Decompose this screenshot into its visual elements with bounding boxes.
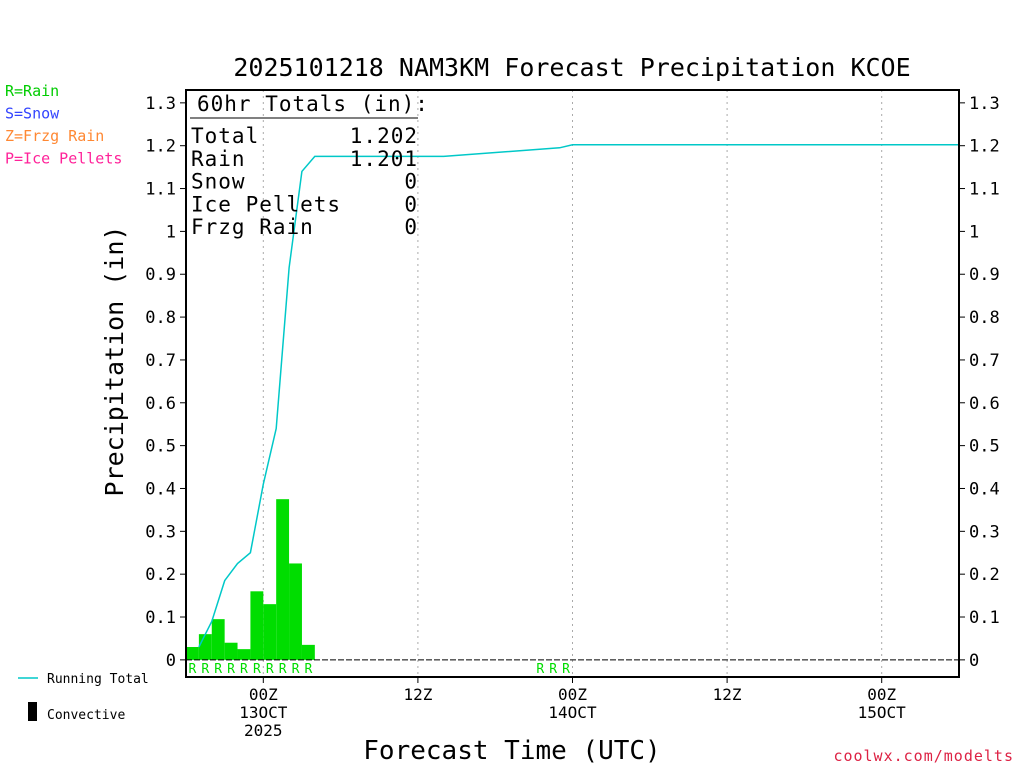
x-tick-label: 00Z: [558, 685, 587, 704]
y-ticks: 0 00.1 0.10.2 0.20.3 0.30.4 0.40.5 0.50.6 0.60.…: [145, 94, 999, 671]
ptype-marker: R: [201, 662, 209, 677]
y-tick-label-left: 0.3: [145, 522, 176, 542]
y-tick-label-left: 0.9: [145, 265, 176, 285]
precip-bar: [250, 591, 264, 660]
y-tick-label-right: 1.3: [969, 94, 1000, 114]
running-total-line: [198, 144, 959, 648]
precip-bar: [276, 499, 290, 660]
series-legend: Running Total Convective: [18, 672, 149, 723]
x-tick-label: 13OCT: [239, 703, 288, 722]
running-total-series: [198, 144, 959, 648]
x-tick-label: 15OCT: [858, 703, 907, 722]
totals-label: Frzg Rain: [191, 215, 314, 239]
totals-value: 0: [404, 170, 418, 194]
y-tick-label-right: 0: [969, 651, 979, 671]
y-tick-label-right: 0.6: [969, 394, 1000, 414]
ptype-marker: R: [304, 662, 312, 677]
legend-label: Convective: [47, 708, 125, 723]
y-tick-label-right: 0.1: [969, 608, 1000, 628]
y-tick-label-right: 0.7: [969, 351, 1000, 371]
y-tick-label-right: 1.2: [969, 137, 1000, 157]
y-tick-label-left: 0.6: [145, 394, 176, 414]
x-tick-label: 12Z: [403, 685, 432, 704]
y-tick-label-left: 0.2: [145, 565, 176, 585]
y-tick-label-right: 0.2: [969, 565, 1000, 585]
precip-bar: [211, 619, 225, 660]
totals-label: Total: [191, 124, 259, 148]
y-tick-label-left: 0.8: [145, 308, 176, 328]
ptype-marker: R: [240, 662, 248, 677]
ptype-marker: R: [266, 662, 274, 677]
grid-lines: [262, 90, 883, 677]
precip-bar: [289, 563, 302, 660]
ptype-marker: R: [214, 662, 222, 677]
legend-label: Running Total: [47, 672, 149, 687]
ptype-legend-item: S=Snow: [5, 105, 60, 123]
precip-bar: [301, 644, 315, 660]
y-tick-label-left: 1.2: [145, 137, 176, 157]
y-tick-label-left: 0.1: [145, 608, 176, 628]
ptype-legend: R=Rain S=Snow Z=Frzg Rain P=Ice Pellets: [5, 82, 122, 168]
ptype-marker: R: [292, 662, 300, 677]
totals-header: 60hr Totals (in):: [197, 92, 429, 116]
ptype-legend-item: R=Rain: [5, 82, 59, 100]
totals-label: Ice Pellets: [191, 192, 341, 216]
y-tick-label-left: 1.3: [145, 94, 176, 114]
totals-value: 0: [404, 192, 418, 216]
ptype-marker: R: [253, 662, 261, 677]
y-tick-label-left: 0.4: [145, 479, 176, 499]
totals-value: 1.201: [350, 147, 418, 171]
legend-swatch-box: [28, 702, 37, 721]
ptype-legend-item: Z=Frzg Rain: [5, 127, 104, 145]
credit-text: coolwx.com/modelts: [833, 747, 1014, 765]
x-tick-label: 00Z: [867, 685, 896, 704]
y-tick-label-right: 0.4: [969, 479, 1000, 499]
y-tick-label-left: 1: [166, 222, 176, 242]
precip-bar: [263, 604, 277, 660]
precip-bar: [198, 634, 212, 660]
x-axis-label: Forecast Time (UTC): [363, 736, 660, 766]
y-tick-label-right: 0.5: [969, 437, 1000, 457]
precip-bar: [224, 642, 238, 660]
ptype-marker: R: [227, 662, 235, 677]
precip-bars: [186, 499, 315, 660]
y-tick-label-right: 1: [969, 222, 979, 242]
totals-value: 0: [404, 215, 418, 239]
y-tick-label-right: 1.1: [969, 180, 1000, 200]
y-tick-label-left: 0.5: [145, 437, 176, 457]
ptype-marker: R: [189, 662, 197, 677]
totals-label: Snow: [191, 170, 246, 194]
precip-bar: [186, 647, 199, 660]
totals-label: Rain: [191, 147, 246, 171]
y-tick-label-left: 0.7: [145, 351, 176, 371]
y-axis-label: Precipitation (in): [100, 226, 129, 497]
ptype-legend-item: P=Ice Pellets: [5, 150, 122, 168]
totals-value: 1.202: [350, 124, 418, 148]
x-tick-label: 2025: [244, 721, 283, 740]
precip-bar: [237, 649, 251, 660]
y-tick-label-left: 1.1: [145, 180, 176, 200]
ptype-marker: R: [536, 662, 544, 677]
y-tick-label-right: 0.9: [969, 265, 1000, 285]
ptype-marker: R: [549, 662, 557, 677]
chart-title: 2025101218 NAM3KM Forecast Precipitation…: [233, 53, 910, 82]
y-tick-label-right: 0.3: [969, 522, 1000, 542]
x-tick-label: 12Z: [713, 685, 742, 704]
ptype-marker: R: [562, 662, 570, 677]
ptype-marker: R: [279, 662, 287, 677]
x-tick-label: 14OCT: [548, 703, 597, 722]
y-tick-label-left: 0: [166, 651, 176, 671]
totals-box: 60hr Totals (in): Total 1.202 Rain 1.201 Snow…: [190, 92, 429, 239]
y-tick-label-right: 0.8: [969, 308, 1000, 328]
x-tick-label: 00Z: [249, 685, 278, 704]
